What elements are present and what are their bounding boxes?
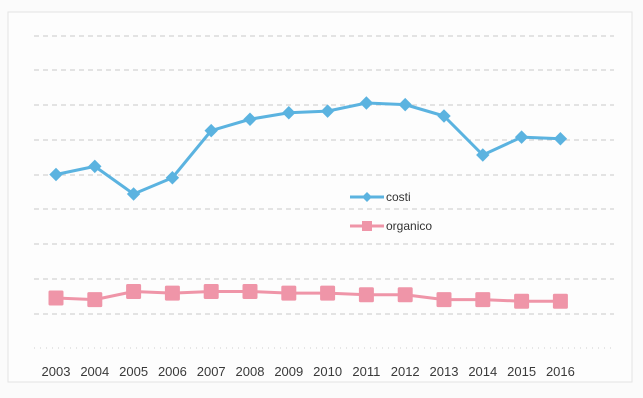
legend-swatch-marker — [362, 192, 372, 202]
data-point-costi-2005 — [126, 187, 141, 201]
data-point-organico-2008 — [242, 284, 258, 299]
data-point-costi-2010 — [320, 104, 335, 118]
series-costi — [49, 96, 568, 201]
data-point-costi-2009 — [282, 106, 296, 120]
data-point-organico-2003 — [48, 290, 64, 306]
x-tick-label: 2008 — [236, 364, 265, 379]
data-point-costi-2013 — [437, 109, 451, 123]
data-point-organico-2010 — [320, 285, 336, 301]
series-line-costi — [54, 101, 562, 196]
data-point-costi-2003 — [49, 167, 63, 182]
data-point-costi-2007 — [204, 123, 218, 138]
x-tick-label: 2013 — [430, 364, 459, 379]
series-group — [48, 96, 568, 309]
grid-lines — [34, 35, 614, 349]
legend-label: organico — [386, 219, 432, 233]
legend-swatch-marker — [362, 221, 372, 231]
x-tick-label: 2015 — [507, 364, 536, 379]
x-tick-label: 2006 — [158, 364, 187, 379]
data-point-organico-2009 — [281, 285, 297, 301]
legend-item-organico: organico — [350, 219, 432, 233]
x-tick-label: 2004 — [80, 364, 109, 379]
data-point-organico-2007 — [203, 284, 219, 299]
x-tick-label: 2016 — [546, 364, 575, 379]
data-point-organico-2005 — [126, 284, 142, 299]
data-point-costi-2012 — [398, 97, 412, 112]
x-tick-label: 2010 — [313, 364, 342, 379]
legend-label: costi — [386, 190, 411, 204]
legend: costi organico — [350, 190, 432, 233]
series-organico — [48, 284, 568, 309]
data-point-costi-2011 — [359, 96, 374, 110]
data-point-costi-2006 — [165, 171, 180, 185]
chart-frame — [7, 11, 633, 383]
data-point-costi-2016 — [553, 132, 568, 146]
data-point-costi-2004 — [88, 159, 102, 174]
x-tick-label: 2009 — [274, 364, 303, 379]
data-point-costi-2008 — [243, 112, 257, 126]
x-tick-label: 2003 — [42, 364, 71, 379]
x-axis: 2003 2004 2005 2006 2007 2008 2009 2010 2011 2012… — [42, 364, 575, 379]
data-point-organico-2006 — [164, 285, 180, 301]
x-tick-label: 2011 — [352, 364, 380, 379]
x-tick-label: 2014 — [468, 364, 497, 379]
data-point-organico-2013 — [436, 292, 452, 308]
legend-item-costi: costi — [350, 190, 411, 204]
data-point-organico-2011 — [358, 287, 374, 303]
data-point-organico-2012 — [397, 287, 413, 303]
data-point-organico-2004 — [87, 292, 103, 308]
x-tick-label: 2005 — [119, 364, 148, 379]
data-point-organico-2014 — [475, 292, 491, 308]
data-point-costi-2015 — [514, 130, 529, 144]
x-tick-label: 2007 — [197, 364, 226, 379]
data-point-organico-2016 — [552, 293, 568, 309]
data-point-costi-2014 — [476, 148, 490, 162]
data-point-organico-2015 — [514, 293, 530, 309]
x-tick-label: 2012 — [391, 364, 420, 379]
